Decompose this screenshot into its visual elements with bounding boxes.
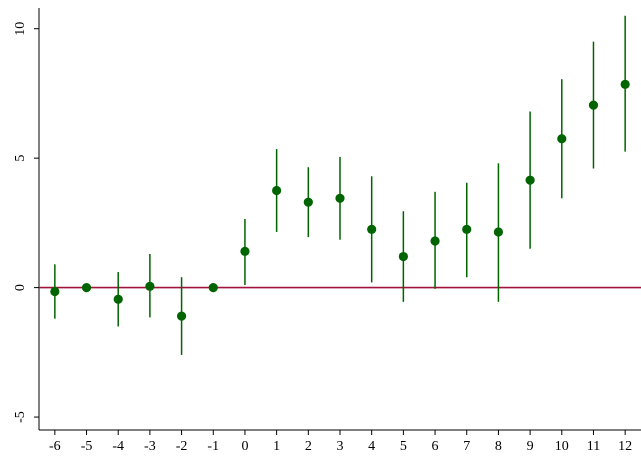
coefficient-point <box>81 283 92 293</box>
x-tick-label: 11 <box>587 439 600 454</box>
coefficient-point <box>176 311 187 321</box>
y-tick-label: 5 <box>13 155 28 162</box>
x-tick-label: -4 <box>112 439 124 454</box>
coefficient-point <box>272 185 282 196</box>
point-group <box>50 79 630 321</box>
coefficient-point <box>525 175 535 185</box>
x-tick-label: 8 <box>495 439 502 454</box>
coefficient-point <box>367 224 377 234</box>
coefficient-point <box>145 281 155 291</box>
x-tick-label: 2 <box>305 439 312 454</box>
coefficient-point <box>588 100 599 110</box>
coefficient-point <box>303 197 313 207</box>
coefficient-point <box>557 134 567 144</box>
x-tick-label: 12 <box>618 439 632 454</box>
x-tick-label: 0 <box>241 439 248 454</box>
x-tick-label: 10 <box>555 439 569 454</box>
x-tick-label: -1 <box>207 439 219 454</box>
coefficient-point <box>398 251 408 262</box>
y-tick-label: -5 <box>13 411 28 423</box>
coefficient-point <box>462 224 472 234</box>
x-tick-label: 3 <box>337 439 344 454</box>
x-tick-label: 6 <box>432 439 439 454</box>
y-tick-label: 0 <box>13 284 28 291</box>
x-tick-label: -5 <box>81 439 93 454</box>
coefficient-point <box>430 236 440 246</box>
coefficient-point <box>50 286 60 297</box>
x-tick-label: -2 <box>176 439 188 454</box>
x-tick-label: 5 <box>400 439 407 454</box>
coefficient-point <box>335 193 345 203</box>
coefficient-point <box>113 294 123 304</box>
x-tick-label: 4 <box>368 439 375 454</box>
x-tick-label: 9 <box>527 439 534 454</box>
x-tick-label: 7 <box>463 439 470 454</box>
coefficient-point <box>240 246 250 256</box>
x-tick-label: -3 <box>144 439 156 454</box>
coefficient-point <box>620 79 630 89</box>
x-tick-label: -6 <box>49 439 61 454</box>
coefficient-point <box>208 283 218 293</box>
x-tick-label: 1 <box>273 439 280 454</box>
y-tick-label: 10 <box>13 22 28 36</box>
coefficient-point <box>493 227 504 237</box>
errorbar-group <box>54 15 626 355</box>
